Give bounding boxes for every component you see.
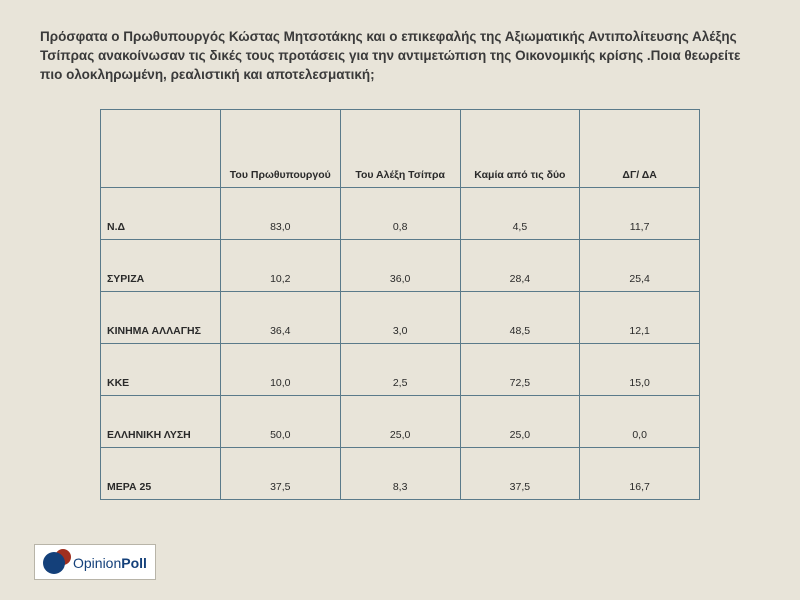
row-label: ΚΚΕ bbox=[101, 343, 221, 395]
cell: 4,5 bbox=[460, 187, 580, 239]
table-row: ΜΕΡΑ 25 37,5 8,3 37,5 16,7 bbox=[101, 447, 700, 499]
cell: 8,3 bbox=[340, 447, 460, 499]
cell: 16,7 bbox=[580, 447, 700, 499]
row-label: ΣΥΡΙΖΑ bbox=[101, 239, 221, 291]
survey-question: Πρόσφατα ο Πρωθυπουργός Κώστας Μητσοτάκη… bbox=[0, 0, 800, 101]
table-row: ΚΙΝΗΜΑ ΑΛΛΑΓΗΣ 36,4 3,0 48,5 12,1 bbox=[101, 291, 700, 343]
cell: 25,0 bbox=[460, 395, 580, 447]
table-row: ΣΥΡΙΖΑ 10,2 36,0 28,4 25,4 bbox=[101, 239, 700, 291]
cell: 2,5 bbox=[340, 343, 460, 395]
col-header-blank bbox=[101, 109, 221, 187]
cell: 83,0 bbox=[220, 187, 340, 239]
logo-icon bbox=[43, 549, 71, 577]
cell: 37,5 bbox=[460, 447, 580, 499]
cell: 0,8 bbox=[340, 187, 460, 239]
row-label: Ν.Δ bbox=[101, 187, 221, 239]
logo-text: OpinionPoll bbox=[73, 555, 147, 571]
table-row: Ν.Δ 83,0 0,8 4,5 11,7 bbox=[101, 187, 700, 239]
cell: 28,4 bbox=[460, 239, 580, 291]
cell: 3,0 bbox=[340, 291, 460, 343]
cell: 12,1 bbox=[580, 291, 700, 343]
results-table-wrap: Του Πρωθυπουργού Του Αλέξη Τσίπρα Καμία … bbox=[100, 109, 700, 500]
row-label: ΕΛΛΗΝΙΚΗ ΛΥΣΗ bbox=[101, 395, 221, 447]
table-header-row: Του Πρωθυπουργού Του Αλέξη Τσίπρα Καμία … bbox=[101, 109, 700, 187]
cell: 10,2 bbox=[220, 239, 340, 291]
cell: 37,5 bbox=[220, 447, 340, 499]
table-row: ΚΚΕ 10,0 2,5 72,5 15,0 bbox=[101, 343, 700, 395]
cell: 72,5 bbox=[460, 343, 580, 395]
logo-text-b: Poll bbox=[121, 555, 147, 571]
cell: 15,0 bbox=[580, 343, 700, 395]
results-table: Του Πρωθυπουργού Του Αλέξη Τσίπρα Καμία … bbox=[100, 109, 700, 500]
cell: 25,4 bbox=[580, 239, 700, 291]
col-header-neither: Καμία από τις δύο bbox=[460, 109, 580, 187]
cell: 36,4 bbox=[220, 291, 340, 343]
cell: 11,7 bbox=[580, 187, 700, 239]
cell: 50,0 bbox=[220, 395, 340, 447]
col-header-dkna: ΔΓ/ ΔΑ bbox=[580, 109, 700, 187]
opinionpoll-logo: OpinionPoll bbox=[34, 544, 156, 580]
table-row: ΕΛΛΗΝΙΚΗ ΛΥΣΗ 50,0 25,0 25,0 0,0 bbox=[101, 395, 700, 447]
cell: 25,0 bbox=[340, 395, 460, 447]
col-header-pm: Του Πρωθυπουργού bbox=[220, 109, 340, 187]
cell: 10,0 bbox=[220, 343, 340, 395]
row-label: ΚΙΝΗΜΑ ΑΛΛΑΓΗΣ bbox=[101, 291, 221, 343]
cell: 0,0 bbox=[580, 395, 700, 447]
cell: 36,0 bbox=[340, 239, 460, 291]
cell: 48,5 bbox=[460, 291, 580, 343]
col-header-tsipras: Του Αλέξη Τσίπρα bbox=[340, 109, 460, 187]
logo-text-a: Opinion bbox=[73, 555, 121, 571]
row-label: ΜΕΡΑ 25 bbox=[101, 447, 221, 499]
